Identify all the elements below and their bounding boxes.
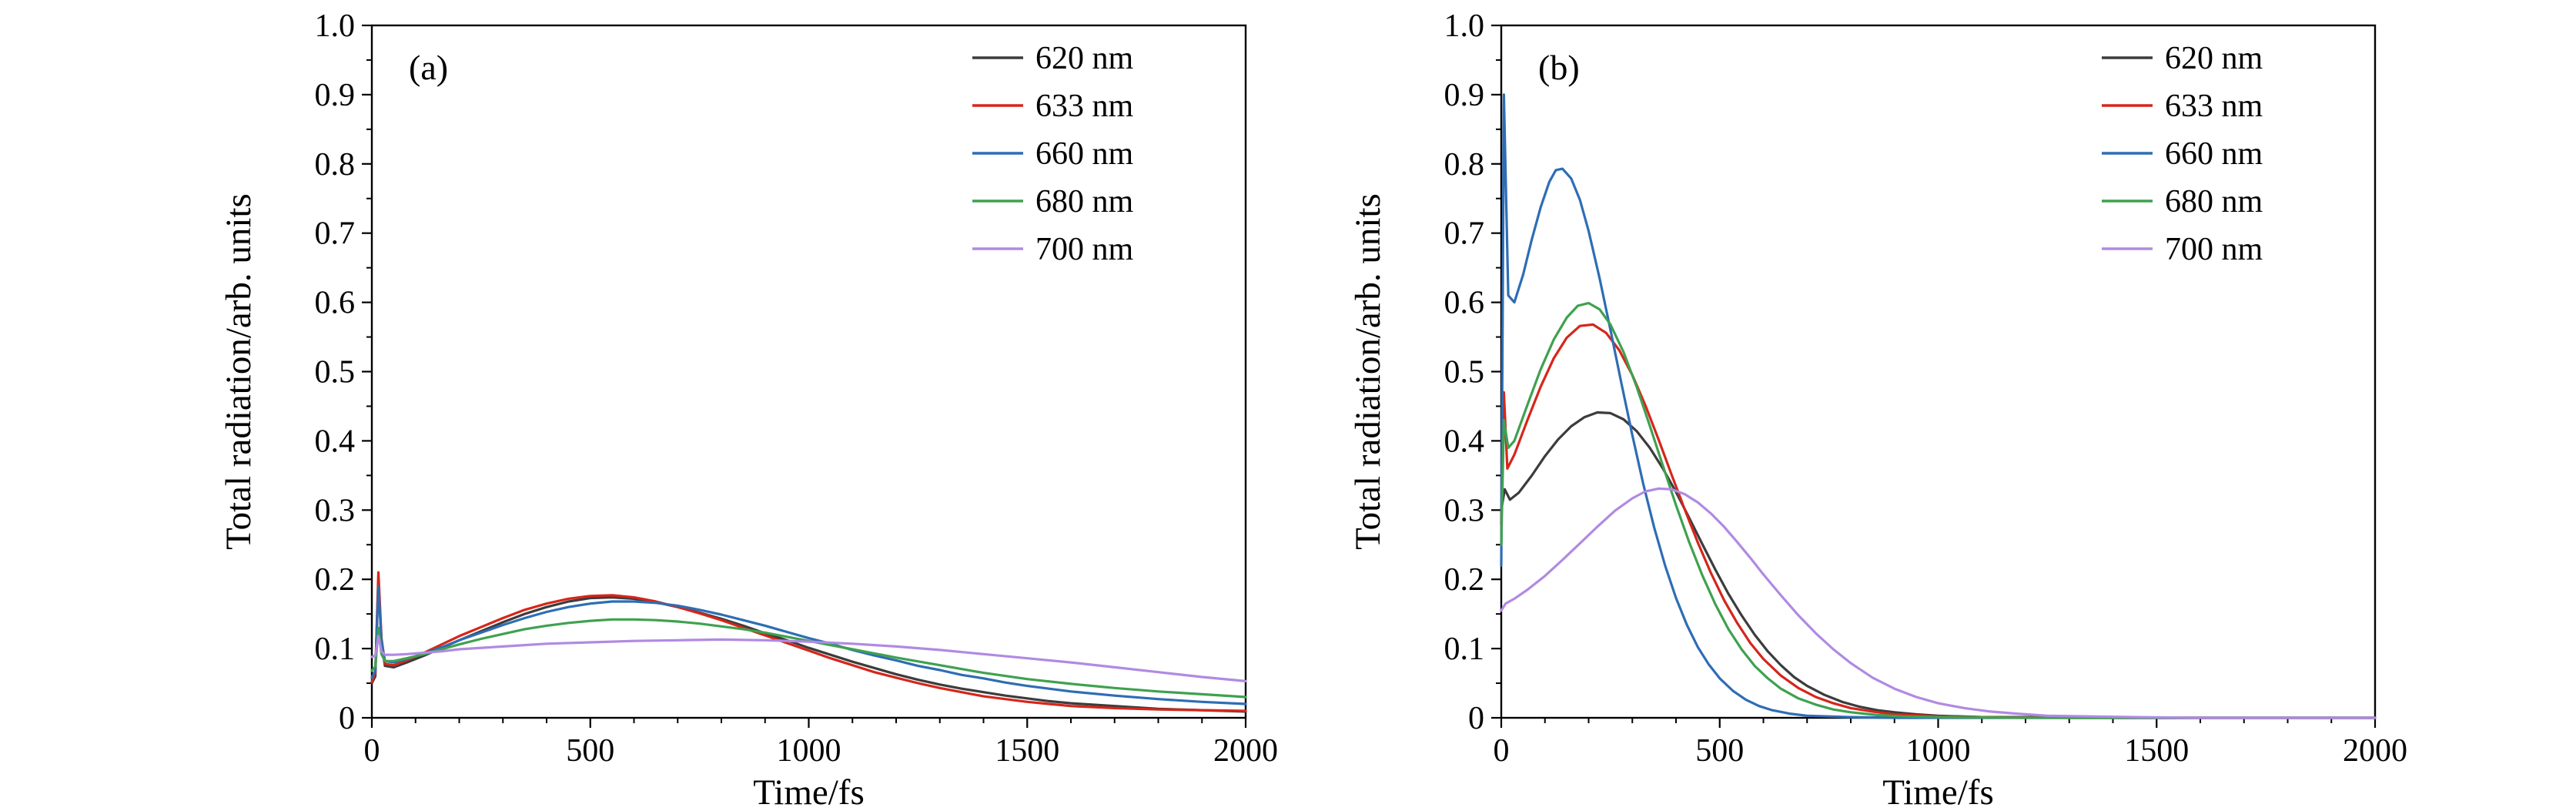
x-tick-label: 2000 — [2343, 733, 2407, 769]
y-tick-label: 0.9 — [1444, 78, 1485, 113]
legend-label: 700 nm — [2165, 232, 2263, 267]
legend-label: 620 nm — [1035, 41, 1134, 76]
x-axis-label: Time/fs — [753, 772, 865, 811]
x-tick-label: 500 — [1695, 733, 1744, 769]
series-line-680-nm — [1500, 301, 2377, 719]
y-tick-label: 0.7 — [1444, 216, 1485, 252]
y-tick-label: 0.2 — [315, 562, 356, 598]
panel-tag: (a) — [409, 48, 448, 87]
legend-label: 680 nm — [1035, 184, 1134, 220]
y-tick-label: 0.8 — [1444, 147, 1485, 183]
y-tick-label: 0.4 — [1444, 424, 1485, 459]
series-line-660-nm — [370, 585, 1247, 705]
x-tick-label: 2000 — [1213, 733, 1278, 769]
series-line-620-nm — [1500, 411, 2377, 719]
legend-label: 660 nm — [1035, 136, 1134, 172]
y-tick-label: 0.4 — [315, 424, 356, 459]
y-tick-label: 1.0 — [315, 8, 356, 44]
y-tick-label: 0.6 — [315, 286, 356, 321]
y-axis-label: Total radiation/arb. units — [1348, 193, 1388, 550]
plot-frame — [370, 24, 1247, 719]
x-tick-label: 500 — [566, 733, 614, 769]
y-tick-label: 1.0 — [1444, 8, 1485, 44]
y-tick-label: 0.8 — [315, 147, 356, 183]
x-tick-label: 1000 — [1906, 733, 1971, 769]
y-tick-label: 0.2 — [1444, 562, 1485, 598]
x-tick-label: 1500 — [2124, 733, 2189, 769]
y-tick-label: 0 — [1468, 701, 1484, 736]
y-tick-label: 0.3 — [1444, 493, 1485, 528]
x-tick-label: 1000 — [777, 733, 841, 769]
legend-label: 633 nm — [1035, 89, 1134, 124]
y-tick-label: 0.1 — [315, 632, 356, 667]
panel-tag: (b) — [1538, 48, 1580, 87]
y-axis-label: Total radiation/arb. units — [219, 193, 259, 550]
y-tick-label: 0.5 — [315, 355, 356, 390]
x-axis-label: Time/fs — [1882, 772, 1994, 811]
series-line-680-nm — [370, 618, 1247, 699]
y-tick-label: 0 — [339, 701, 355, 736]
y-tick-label: 0.6 — [1444, 286, 1485, 321]
plot-frame — [1500, 24, 2377, 719]
legend-label: 680 nm — [2165, 184, 2263, 220]
series-line-700-nm — [1500, 487, 2377, 719]
legend-label: 620 nm — [2165, 41, 2263, 76]
y-tick-label: 0.9 — [315, 78, 356, 113]
series-line-700-nm — [370, 635, 1247, 682]
y-tick-label: 0.3 — [315, 493, 356, 528]
x-tick-label: 0 — [1494, 733, 1510, 769]
legend-label: 633 nm — [2165, 89, 2263, 124]
y-tick-label: 0.7 — [315, 216, 356, 252]
x-tick-label: 0 — [364, 733, 380, 769]
legend-label: 700 nm — [1035, 232, 1134, 267]
y-tick-label: 0.5 — [1444, 355, 1485, 390]
series-line-660-nm — [1500, 93, 2377, 719]
legend-label: 660 nm — [2165, 136, 2263, 172]
series-line-633-nm — [1500, 323, 2377, 719]
y-tick-label: 0.1 — [1444, 632, 1485, 667]
x-tick-label: 1500 — [995, 733, 1059, 769]
